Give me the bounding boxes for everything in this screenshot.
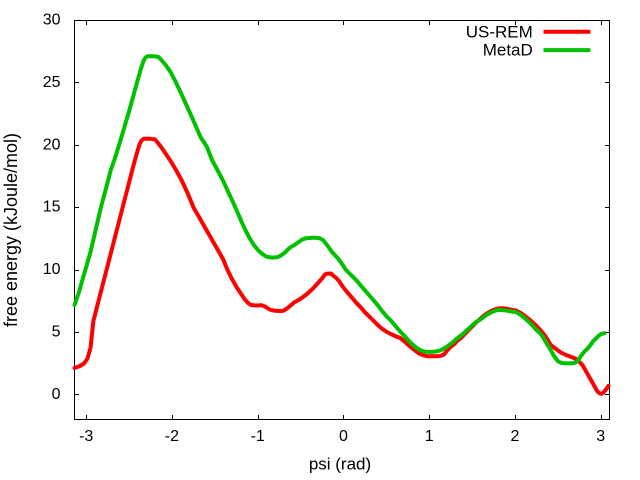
svg-text:0: 0 bbox=[339, 428, 348, 445]
svg-text:30: 30 bbox=[43, 12, 61, 29]
svg-text:1: 1 bbox=[425, 428, 434, 445]
svg-text:0: 0 bbox=[52, 386, 61, 403]
svg-text:25: 25 bbox=[43, 74, 61, 91]
svg-text:-2: -2 bbox=[165, 428, 179, 445]
svg-text:-1: -1 bbox=[251, 428, 265, 445]
svg-text:20: 20 bbox=[43, 136, 61, 153]
svg-text:3: 3 bbox=[596, 428, 605, 445]
svg-text:10: 10 bbox=[43, 261, 61, 278]
svg-text:psi (rad): psi (rad) bbox=[309, 455, 371, 474]
svg-text:MetaD: MetaD bbox=[483, 41, 533, 60]
svg-text:5: 5 bbox=[52, 323, 61, 340]
svg-text:15: 15 bbox=[43, 199, 61, 216]
svg-text:2: 2 bbox=[511, 428, 520, 445]
svg-text:free energy (kJoule/mol): free energy (kJoule/mol) bbox=[1, 133, 21, 327]
svg-text:US-REM: US-REM bbox=[466, 22, 533, 41]
svg-text:-3: -3 bbox=[79, 428, 93, 445]
